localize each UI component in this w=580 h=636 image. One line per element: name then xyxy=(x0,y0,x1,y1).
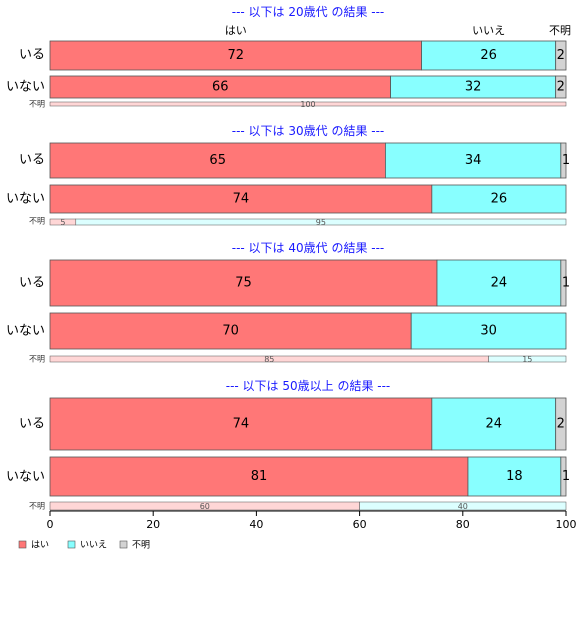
data-label: 70 xyxy=(222,324,239,339)
legend-swatch-yes xyxy=(18,540,27,549)
data-label: 100 xyxy=(300,100,315,109)
row-label: いない xyxy=(6,192,45,207)
category-header-no: いいえ xyxy=(472,24,505,37)
x-tick-label: 20 xyxy=(146,518,160,531)
data-label: 26 xyxy=(491,192,508,207)
bar-yes xyxy=(49,456,469,497)
data-label: 1 xyxy=(562,469,570,484)
bar-no xyxy=(421,40,557,71)
bar-unknown xyxy=(555,75,567,99)
bar-yes xyxy=(49,101,567,107)
x-tick-label: 40 xyxy=(249,518,263,531)
row-label: いない xyxy=(6,470,45,485)
data-label: 24 xyxy=(485,417,502,432)
data-label: 2 xyxy=(557,417,565,432)
panel-title-3: --- 以下は 40歳代 の結果 --- xyxy=(232,241,385,255)
row-label: 不明 xyxy=(29,502,45,511)
data-label: 60 xyxy=(200,502,210,511)
data-label: 34 xyxy=(465,153,482,168)
x-tick-label: 60 xyxy=(353,518,367,531)
x-tick-label: 0 xyxy=(47,518,54,531)
row-label: いる xyxy=(19,153,45,168)
data-label: 1 xyxy=(562,153,570,168)
bar-no xyxy=(431,184,567,214)
data-label: 66 xyxy=(212,80,229,95)
bar-yes xyxy=(49,142,386,179)
bar-yes xyxy=(49,397,433,451)
panel-title-1: --- 以下は 20歳代 の結果 --- xyxy=(232,5,385,19)
bar-no xyxy=(410,312,567,350)
bar-no xyxy=(359,501,567,511)
x-tick-label: 100 xyxy=(556,518,577,531)
bar-unknown xyxy=(560,456,567,497)
bar-no xyxy=(75,218,567,226)
data-label: 2 xyxy=(557,80,565,95)
row-label: いる xyxy=(19,417,45,432)
legend-swatch-no xyxy=(67,540,76,549)
data-label: 81 xyxy=(251,469,268,484)
bar-no xyxy=(436,259,562,307)
row-label: いない xyxy=(6,324,45,339)
legend-label-yes: はい xyxy=(31,540,49,551)
data-label: 24 xyxy=(491,276,508,291)
category-header-unknown: 不明 xyxy=(549,24,571,37)
data-label: 18 xyxy=(506,469,523,484)
bar-unknown xyxy=(555,40,567,71)
x-tick-label: 80 xyxy=(456,518,470,531)
bar-no xyxy=(488,355,567,363)
data-label: 2 xyxy=(557,48,565,63)
data-label: 74 xyxy=(233,192,250,207)
panel-title-4: --- 以下は 50歳以上 の結果 --- xyxy=(226,379,391,393)
category-header-yes: はい xyxy=(225,24,247,37)
row-label: 不明 xyxy=(29,100,45,109)
legend-label-unknown: 不明 xyxy=(132,540,150,551)
data-label: 74 xyxy=(233,417,250,432)
bar-yes xyxy=(49,259,438,307)
bar-unknown xyxy=(560,142,567,179)
data-label: 40 xyxy=(458,502,468,511)
bar-no xyxy=(431,397,557,451)
data-label: 30 xyxy=(480,324,497,339)
bar-unknown xyxy=(555,397,567,451)
row-label: 不明 xyxy=(29,355,45,364)
data-label: 75 xyxy=(235,276,252,291)
bar-unknown xyxy=(560,259,567,307)
data-label: 5 xyxy=(60,218,65,227)
bar-no xyxy=(467,456,562,497)
row-label: いない xyxy=(6,80,45,95)
panel-title-2: --- 以下は 30歳代 の結果 --- xyxy=(232,124,385,138)
data-label: 32 xyxy=(465,80,482,95)
data-label: 15 xyxy=(522,355,532,364)
row-label: いる xyxy=(19,276,45,291)
data-label: 26 xyxy=(480,48,497,63)
row-label: 不明 xyxy=(29,217,45,226)
bar-yes xyxy=(49,312,412,350)
bar-yes xyxy=(49,40,422,71)
data-label: 65 xyxy=(209,153,226,168)
legend-swatch-unknown xyxy=(119,540,128,549)
data-label: 95 xyxy=(316,218,326,227)
data-label: 1 xyxy=(562,276,570,291)
data-label: 85 xyxy=(264,355,274,364)
data-label: 72 xyxy=(227,48,244,63)
bar-no xyxy=(384,142,562,179)
legend-label-no: いいえ xyxy=(80,540,107,551)
row-label: いる xyxy=(19,48,45,63)
